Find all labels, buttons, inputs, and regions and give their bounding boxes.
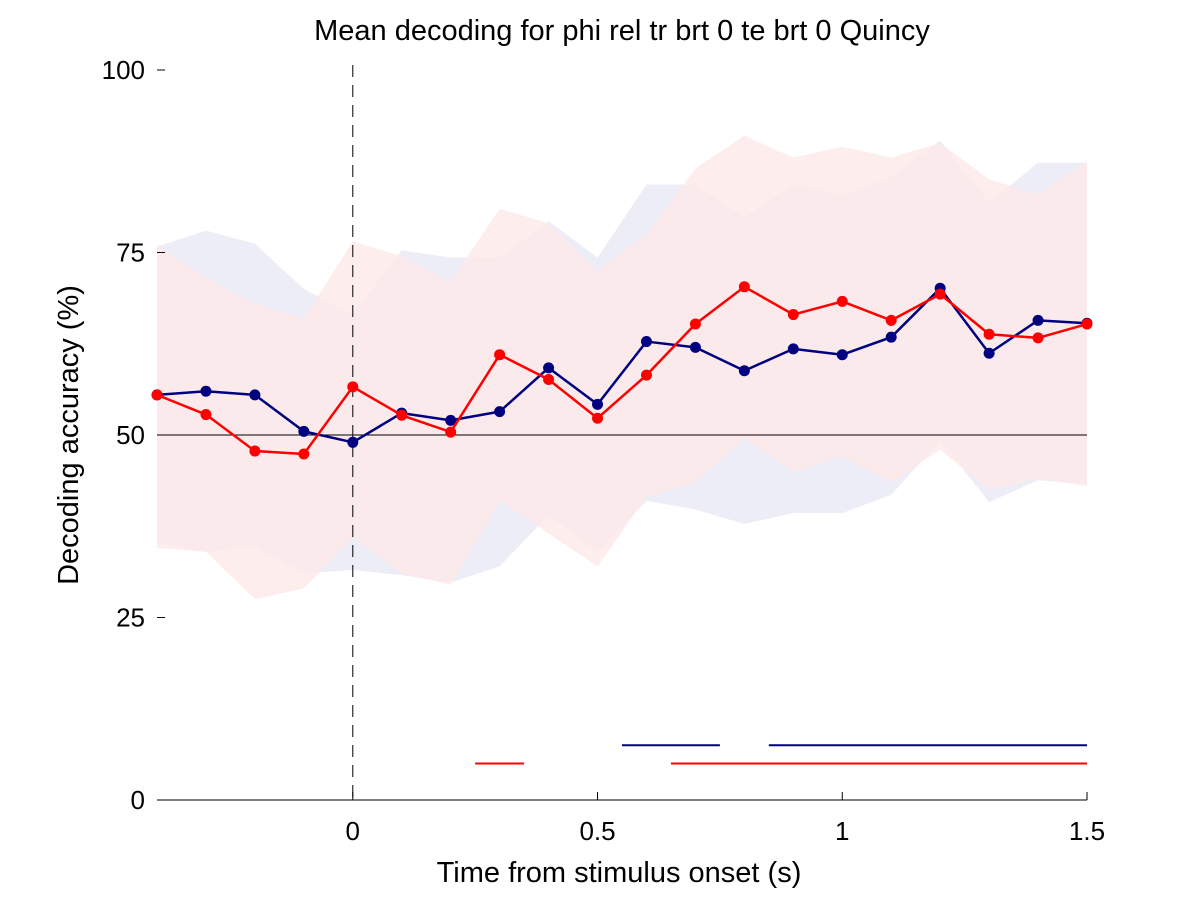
data-point-s0-2 <box>249 389 261 401</box>
series-lines <box>151 281 1093 460</box>
axes: 0 25 50 75 100 0 0.5 1 1.5 <box>102 55 1105 846</box>
data-point-s0-7 <box>494 406 506 418</box>
data-point-s1-16 <box>934 288 946 300</box>
data-point-s1-1 <box>200 409 212 421</box>
y-tick-label-2: 50 <box>116 420 145 450</box>
data-point-s1-7 <box>494 349 506 361</box>
data-point-s0-12 <box>738 365 750 377</box>
data-point-s1-10 <box>640 369 652 381</box>
data-point-s0-8 <box>543 362 555 374</box>
y-tick-label-4: 100 <box>102 55 145 85</box>
data-point-s1-17 <box>983 328 995 340</box>
data-point-s0-10 <box>640 336 652 348</box>
data-point-s0-11 <box>689 341 701 353</box>
data-point-s0-14 <box>836 349 848 361</box>
data-point-s1-14 <box>836 295 848 307</box>
y-axis-label: Decoding accuracy (%) <box>53 285 85 585</box>
data-point-s1-4 <box>347 381 359 393</box>
data-point-s0-18 <box>1032 314 1044 326</box>
data-point-s1-0 <box>151 389 163 401</box>
data-point-s0-3 <box>298 425 310 437</box>
series-line-1 <box>156 285 1088 456</box>
data-point-s1-19 <box>1081 318 1093 330</box>
reference-lines <box>157 65 1087 800</box>
x-axis-label: Time from stimulus onset (s) <box>437 857 802 889</box>
data-point-s1-5 <box>396 409 408 421</box>
confidence-band-1 <box>157 135 1087 600</box>
x-tick-label-3: 1.5 <box>1069 816 1105 846</box>
confidence-bands <box>157 135 1087 600</box>
chart-title: Mean decoding for phi rel tr brt 0 te br… <box>314 15 930 47</box>
data-point-s1-8 <box>543 374 555 386</box>
data-point-s0-4 <box>347 436 359 448</box>
y-tick-label-1: 25 <box>116 603 145 633</box>
series-line-0 <box>156 287 1088 444</box>
data-point-s1-3 <box>298 448 310 460</box>
significance-bars <box>475 744 1087 765</box>
x-tick-label-1: 0.5 <box>579 816 615 846</box>
data-point-s1-13 <box>787 309 799 321</box>
x-tick-label-0: 0 <box>346 816 360 846</box>
x-tick-label-2: 1 <box>835 816 849 846</box>
data-point-s0-13 <box>787 343 799 355</box>
data-point-s0-6 <box>445 414 457 426</box>
data-point-s1-18 <box>1032 332 1044 344</box>
data-point-s1-9 <box>592 412 604 424</box>
data-point-s0-17 <box>983 347 995 359</box>
y-tick-label-3: 75 <box>116 238 145 268</box>
data-point-s1-15 <box>885 314 897 326</box>
data-point-s0-15 <box>885 331 897 343</box>
data-point-s1-2 <box>249 445 261 457</box>
data-point-s0-9 <box>592 398 604 410</box>
y-tick-label-0: 0 <box>131 785 145 815</box>
data-point-s1-6 <box>445 426 457 438</box>
data-point-s1-11 <box>689 318 701 330</box>
data-point-s0-1 <box>200 385 212 397</box>
data-point-s1-12 <box>738 281 750 293</box>
